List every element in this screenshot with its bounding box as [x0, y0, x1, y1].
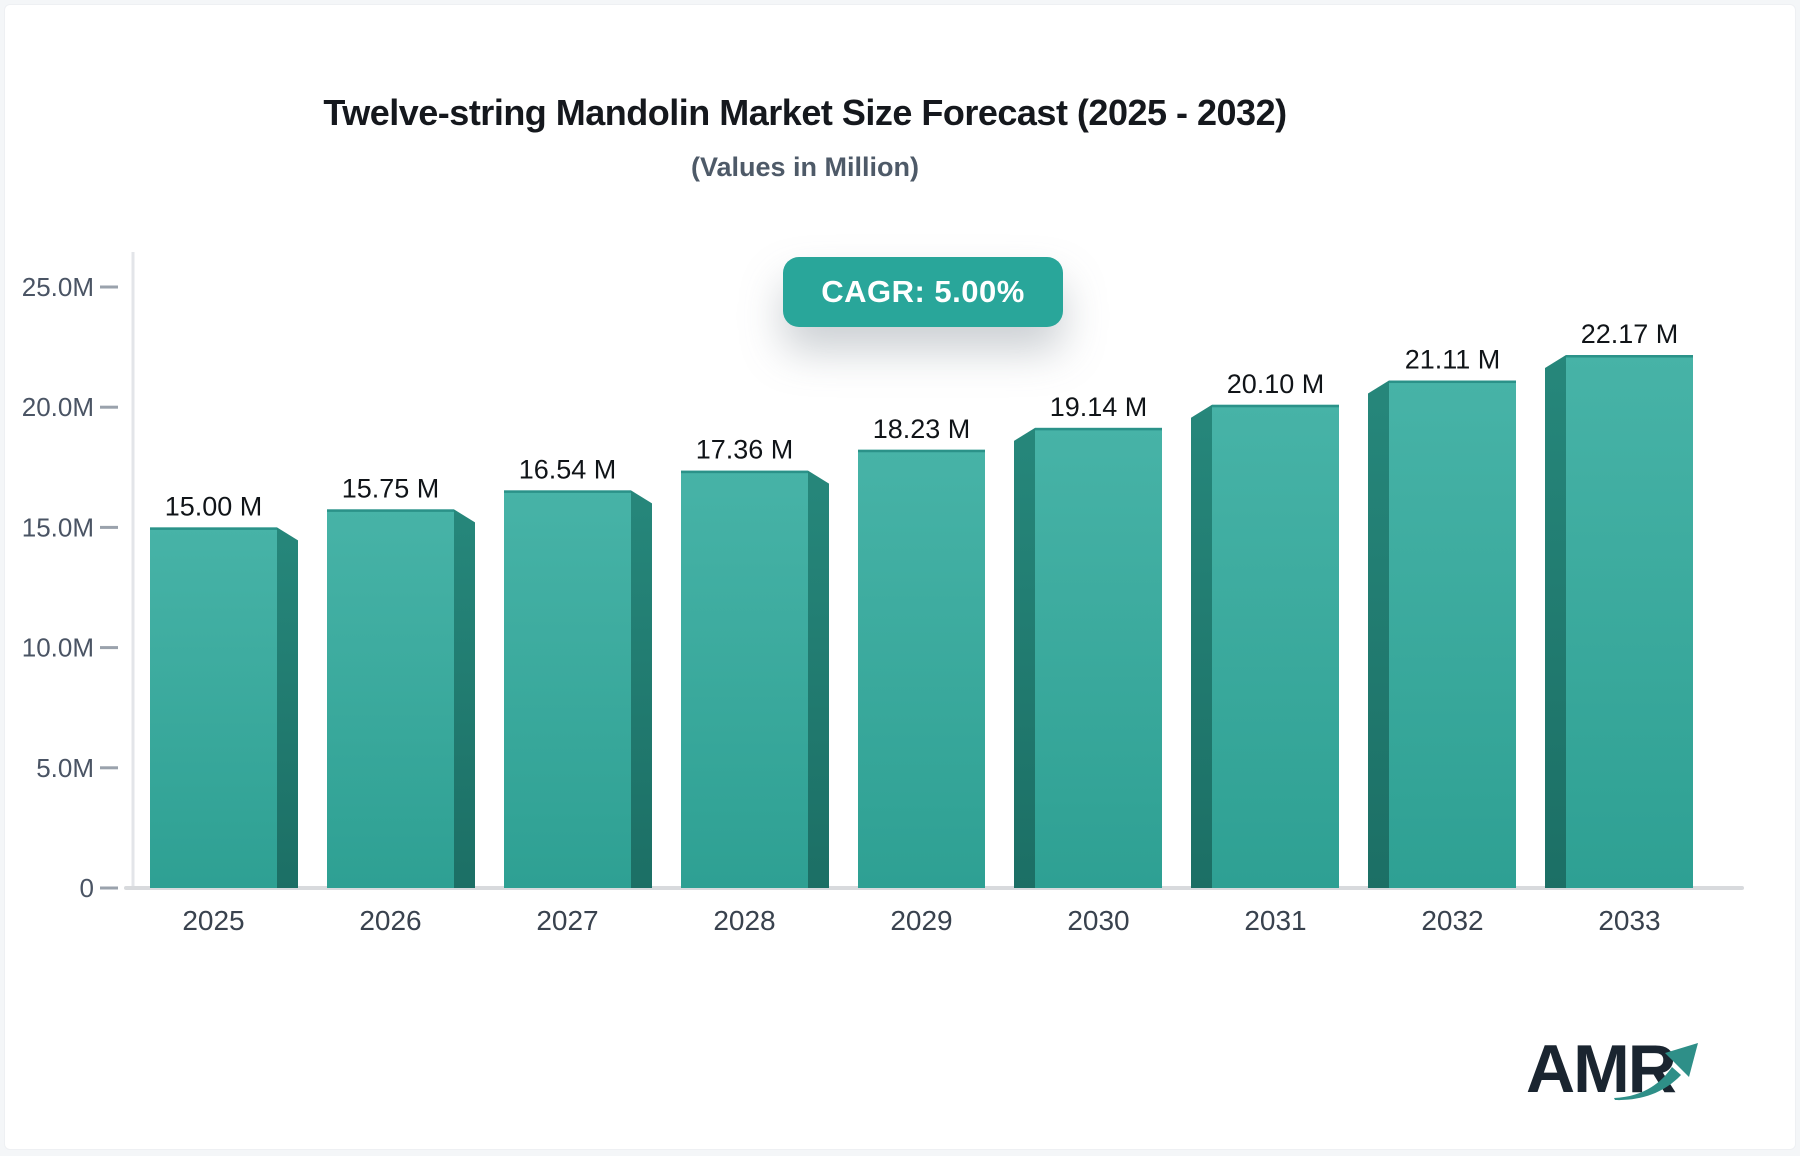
x-tick-label: 2031 [1244, 905, 1306, 936]
amr-logo: AMR [1520, 1028, 1770, 1128]
bar-value-label: 18.23 M [873, 414, 971, 444]
bar[interactable] [1035, 427, 1162, 888]
bar-top-edge [504, 490, 631, 493]
bar-value-label: 21.11 M [1405, 345, 1501, 375]
bar[interactable] [1389, 380, 1516, 888]
bar-side-panel [1014, 427, 1035, 888]
y-tick-label: 10.0M [22, 633, 94, 663]
y-tick-mark [100, 886, 118, 890]
bar-value-label: 15.75 M [342, 473, 440, 503]
cagr-badge: CAGR: 5.00% [783, 257, 1063, 327]
bar-top-edge [327, 509, 454, 512]
bar[interactable] [681, 470, 808, 888]
bar-value-label: 20.10 M [1227, 369, 1325, 399]
bar-top-edge [1035, 427, 1162, 431]
bar-top-edge [858, 449, 985, 453]
bar-side-panel [1191, 404, 1212, 888]
y-tick-label: 0 [80, 873, 94, 903]
y-tick-label: 15.0M [22, 512, 94, 542]
y-tick-mark [100, 525, 118, 529]
x-tick-label: 2033 [1598, 905, 1660, 936]
bar[interactable] [1566, 355, 1693, 888]
bar-value-label: 16.54 M [519, 454, 617, 484]
y-tick-mark [100, 285, 118, 289]
bar-side-panel [1368, 380, 1389, 888]
bar-top-edge [1212, 404, 1339, 408]
cagr-badge-label: CAGR: 5.00% [821, 274, 1025, 309]
y-tick-mark [100, 405, 118, 409]
x-tick-label: 2025 [182, 905, 244, 936]
chart-header: Twelve-string Mandolin Market Size Forec… [0, 92, 1610, 183]
bar-top-edge [150, 527, 277, 530]
bar[interactable] [327, 509, 454, 888]
x-tick-label: 2030 [1067, 905, 1129, 936]
y-axis-line [131, 252, 135, 888]
x-tick-label: 2032 [1421, 905, 1483, 936]
bar-top-edge [1389, 380, 1516, 384]
y-tick-label: 20.0M [22, 392, 94, 422]
x-tick-label: 2028 [713, 905, 775, 936]
bar-value-label: 15.00 M [165, 491, 263, 521]
bar-top-edge [681, 470, 808, 474]
y-tick-mark [100, 766, 118, 770]
bar-side-panel [277, 527, 298, 888]
bar-side-panel [631, 490, 652, 888]
bar-value-label: 19.14 M [1050, 392, 1148, 422]
bar[interactable] [858, 449, 985, 888]
bar[interactable] [150, 527, 277, 888]
bar[interactable] [1212, 404, 1339, 888]
amr-logo-arrowhead-icon [1665, 1043, 1698, 1077]
x-tick-label: 2027 [536, 905, 598, 936]
bar-side-panel [454, 509, 475, 888]
y-tick-label: 5.0M [36, 753, 94, 783]
bar-side-panel [808, 470, 829, 888]
y-tick-mark [100, 646, 118, 650]
bar-value-label: 17.36 M [696, 435, 794, 465]
bar-top-edge [1566, 355, 1693, 358]
amr-logo-arrow-swoosh-icon [1614, 1067, 1681, 1101]
bar-value-label: 22.17 M [1581, 319, 1679, 349]
amr-logo-text: AMR [1526, 1031, 1676, 1107]
x-tick-label: 2026 [359, 905, 421, 936]
bar-side-panel [1545, 355, 1566, 888]
y-tick-label: 25.0M [22, 272, 94, 302]
x-tick-label: 2029 [890, 905, 952, 936]
chart-subtitle: (Values in Million) [690, 152, 920, 182]
bar[interactable] [504, 490, 631, 888]
chart-title: Twelve-string Mandolin Market Size Forec… [323, 92, 1287, 133]
